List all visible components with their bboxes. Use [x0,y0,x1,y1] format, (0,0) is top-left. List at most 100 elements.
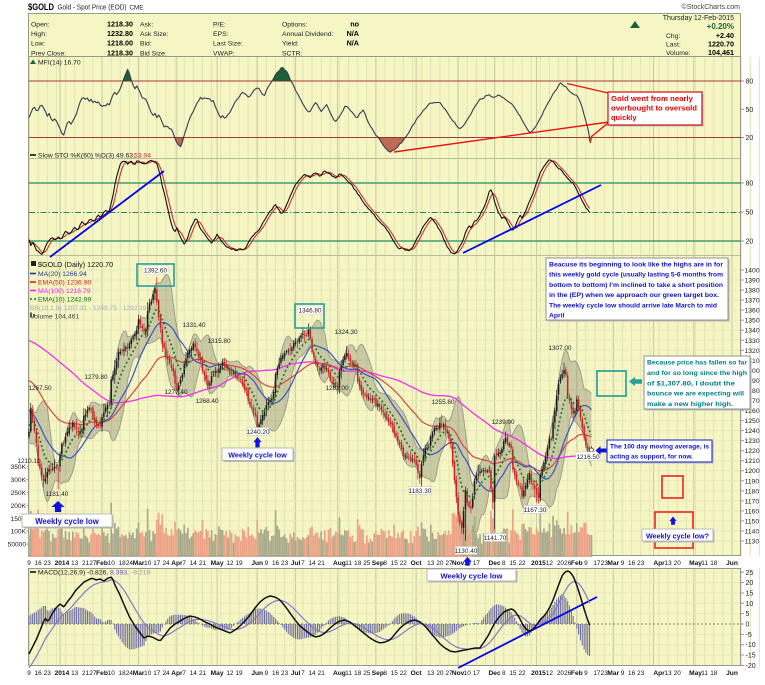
svg-text:Apr: Apr [653,560,665,567]
svg-text:20: 20 [674,560,682,567]
svg-text:16: 16 [272,670,280,677]
svg-text:8: 8 [383,560,387,567]
svg-text:1390: 1390 [745,278,760,285]
svg-text:in the (EP) when we approach o: in the (EP) when we approach our green t… [549,292,719,299]
svg-text:12: 12 [546,560,554,567]
svg-text:May: May [211,670,224,677]
svg-text:Apr: Apr [171,560,183,567]
svg-text:19: 19 [235,670,243,677]
svg-text:14: 14 [308,560,316,567]
svg-text:Oct: Oct [411,670,423,677]
svg-text:20: 20 [746,580,754,587]
svg-text:9: 9 [584,670,588,677]
svg-text:EMA(10) 1242.99: EMA(10) 1242.99 [38,297,91,304]
svg-text:Feb: Feb [571,670,583,677]
svg-text:bottom to bottom) I’m inclined: bottom to bottom) I’m inclined to take a… [549,282,723,289]
svg-text:Chg:: Chg: [666,33,680,40]
svg-text:Weekly cycle low: Weekly cycle low [441,572,503,581]
svg-text:13: 13 [71,560,79,567]
svg-text:1331.40: 1331.40 [182,322,206,329]
svg-text:May: May [689,560,702,567]
svg-text:50: 50 [746,107,754,114]
svg-text:Sep: Sep [372,670,384,677]
svg-text:MA(100) 1216.79: MA(100) 1216.79 [38,288,91,295]
svg-text:50000: 50000 [8,542,27,549]
svg-text:11: 11 [701,560,708,567]
svg-text:10: 10 [108,560,116,567]
svg-text:Ask:: Ask: [140,22,153,29]
svg-text:100K: 100K [11,529,27,536]
svg-text:1190: 1190 [745,478,760,485]
svg-text:13: 13 [427,670,435,677]
svg-text:May: May [689,670,702,677]
svg-text:1218.30: 1218.30 [107,48,133,57]
svg-text:22: 22 [518,560,526,567]
svg-text:-20: -20 [746,663,756,670]
svg-text:quickly: quickly [611,113,637,122]
svg-text:1277.40: 1277.40 [164,389,188,396]
svg-text:Aug: Aug [333,670,346,677]
svg-text:-9.219: -9.219 [131,570,150,577]
svg-text:1255.60: 1255.60 [431,399,455,406]
svg-text:Options:: Options: [282,22,307,29]
svg-text:Oct: Oct [411,560,423,567]
svg-text:16: 16 [272,560,280,567]
svg-text:20: 20 [436,670,444,677]
svg-text:make a new higher high.: make a new higher high. [647,401,733,408]
svg-text:Apr: Apr [171,670,183,677]
svg-text:104,461: 104,461 [708,48,734,57]
svg-text:Bid Size:: Bid Size: [140,50,167,57]
svg-text:14: 14 [308,670,316,677]
svg-text:15: 15 [391,560,399,567]
svg-text:1183.30: 1183.30 [409,488,432,495]
svg-text:2015: 2015 [531,560,546,567]
svg-text:1400: 1400 [745,268,760,275]
svg-text:bounce we are expecting will: bounce we are expecting will [647,391,744,398]
svg-text:10: 10 [108,670,116,677]
svg-text:21: 21 [199,560,207,567]
svg-text:The weekly cycle low should ar: The weekly cycle low should arrive late … [549,302,717,309]
svg-text:13: 13 [71,670,79,677]
svg-text:1170: 1170 [745,498,760,505]
svg-text:1141.70: 1141.70 [484,535,507,542]
svg-text:1370: 1370 [745,298,760,305]
svg-text:15: 15 [509,670,517,677]
svg-text:Because price has fallen so fa: Because price has fallen so far [647,360,747,367]
svg-text:9: 9 [27,560,31,567]
svg-text:MA(20) 1266.94: MA(20) 1266.94 [38,271,87,278]
svg-text:13: 13 [665,670,673,677]
svg-text:Dec: Dec [489,670,501,677]
svg-text:7: 7 [182,560,186,567]
svg-text:16: 16 [35,560,43,567]
svg-text:17: 17 [473,560,481,567]
svg-text:Low:: Low: [31,41,45,48]
svg-text:2014: 2014 [55,670,70,677]
svg-text:Mar: Mar [607,670,619,677]
svg-text:1392.60: 1392.60 [144,268,168,275]
svg-text:1181.40: 1181.40 [46,491,69,498]
svg-text:1239.00: 1239.00 [491,419,515,426]
svg-text:50: 50 [746,210,754,217]
svg-text:250K: 250K [11,490,27,497]
svg-text:The 100 day moving average, is: The 100 day moving average, is [610,444,709,451]
svg-text:1210: 1210 [745,458,760,465]
svg-text:17: 17 [473,670,481,677]
svg-text:11: 11 [345,670,352,677]
svg-text:17: 17 [153,670,161,677]
svg-text:16: 16 [628,670,636,677]
svg-text:23: 23 [44,670,52,677]
svg-text:-10: -10 [746,642,756,649]
svg-text:Jun: Jun [251,670,263,677]
svg-text:15: 15 [509,560,517,567]
svg-text:1200: 1200 [745,468,760,475]
svg-text:23: 23 [44,560,52,567]
svg-text:25: 25 [746,570,754,577]
svg-text:Dec: Dec [489,560,501,567]
svg-text:1220: 1220 [745,448,760,455]
svg-text:EMA(50) 1236.90: EMA(50) 1236.90 [38,280,91,287]
svg-text:1150: 1150 [745,518,760,525]
svg-text:1232.80: 1232.80 [107,29,133,38]
svg-text:10: 10 [464,670,472,677]
svg-text:BB(10,1.9) 1207.31 - 1249.75 -: BB(10,1.9) 1207.31 - 1249.75 - 1292.19 [30,305,147,312]
svg-text:Last:: Last: [666,42,681,49]
